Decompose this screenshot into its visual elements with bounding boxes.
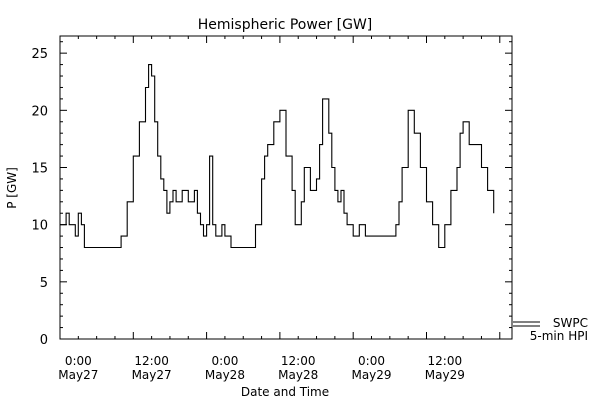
x-tick-label-date: May28 (278, 368, 318, 382)
x-tick-label-time: 0:00 (358, 354, 385, 368)
axis-ticks (60, 36, 512, 340)
y-tick-label: 25 (31, 47, 48, 62)
y-tick-label: 15 (31, 161, 48, 176)
x-tick-label-date: May29 (351, 368, 391, 382)
x-tick-label-date: May29 (425, 368, 465, 382)
x-tick-labels: 0:00May2712:00May270:00May2812:00May280:… (58, 354, 465, 382)
series-line-swpc (60, 64, 495, 249)
legend-entry-hpi: 5-min HPI (530, 329, 588, 343)
y-tick-label: 10 (31, 219, 48, 234)
x-tick-label-time: 0:00 (211, 354, 238, 368)
plot-frame (59, 35, 513, 340)
y-tick-label: 20 (31, 104, 48, 119)
y-tick-labels: 0 5 10 15 20 25 (31, 47, 48, 348)
x-tick-label-time: 0:00 (65, 354, 92, 368)
legend: SWPC 5-min HPI (513, 316, 588, 343)
x-axis-label: Date and Time (241, 385, 329, 399)
x-tick-label-date: May28 (205, 368, 245, 382)
x-tick-label-time: 12:00 (428, 354, 463, 368)
x-tick-label-date: May27 (58, 368, 98, 382)
x-tick-label-time: 12:00 (281, 354, 316, 368)
chart-title: Hemispheric Power [GW] (198, 17, 373, 33)
x-tick-label-date: May27 (132, 368, 172, 382)
x-tick-label-time: 12:00 (134, 354, 169, 368)
y-tick-label: 0 (40, 333, 48, 348)
legend-entry-swpc: SWPC (553, 316, 588, 330)
y-tick-label: 5 (40, 276, 48, 291)
y-axis-label: P [GW] (5, 167, 19, 209)
